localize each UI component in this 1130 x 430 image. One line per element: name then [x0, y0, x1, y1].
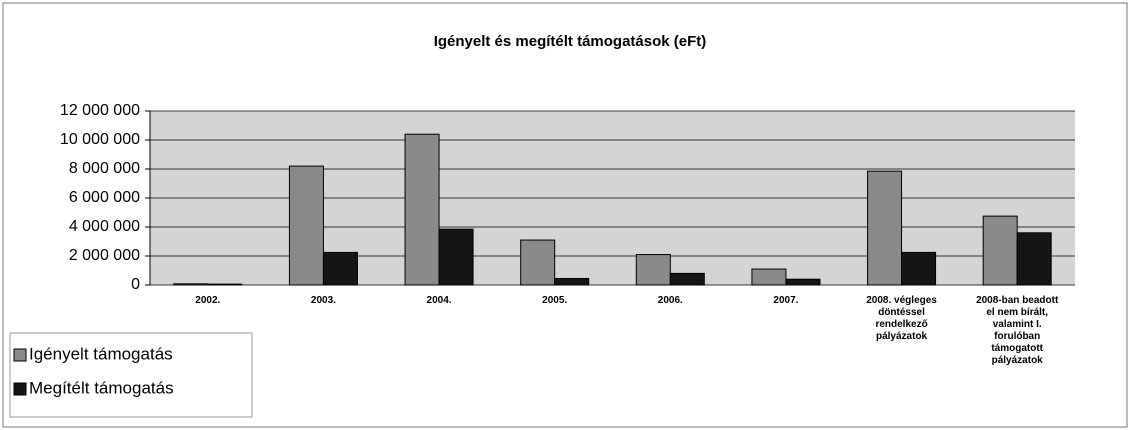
x-tick-label: 2006.	[657, 295, 683, 306]
bar	[635, 254, 671, 286]
x-tick-label: 2008. végleges döntéssel rendelkező pály…	[866, 295, 937, 342]
chart-title: Igényelt és megítélt támogatások (eFt)	[434, 33, 707, 50]
x-tick-label: 2005.	[542, 295, 568, 306]
bar	[554, 277, 590, 286]
bar	[288, 165, 324, 286]
bar	[173, 283, 209, 286]
legend-swatch	[13, 348, 27, 362]
bar	[322, 251, 358, 286]
bar	[867, 170, 903, 286]
bar	[785, 278, 821, 286]
y-tick-label: 0	[131, 276, 140, 293]
bar	[901, 251, 937, 286]
bar	[751, 268, 787, 286]
x-tick-label: 2003.	[310, 295, 336, 306]
y-tick-label: 8 000 000	[69, 160, 140, 177]
bar	[982, 215, 1018, 286]
legend-swatch	[13, 382, 27, 396]
legend-label: Megítélt támogatás	[29, 378, 174, 397]
y-tick-label: 2 000 000	[69, 247, 140, 264]
y-tick-label: 6 000 000	[69, 189, 140, 206]
x-tick-label: 2004.	[426, 295, 452, 306]
bar	[438, 228, 474, 286]
bar	[1016, 232, 1052, 286]
x-tick-label: 2007.	[773, 295, 799, 306]
bar	[404, 133, 440, 286]
y-tick-label: 10 000 000	[60, 131, 140, 148]
x-tick-label: 2008-ban beadott el nem bírált, valamint…	[976, 295, 1059, 366]
x-tick-label: 2002.	[195, 295, 221, 306]
bar	[669, 272, 705, 286]
y-tick-label: 4 000 000	[69, 218, 140, 235]
legend-box	[9, 332, 253, 418]
y-tick-label: 12 000 000	[60, 102, 140, 119]
bar	[520, 239, 556, 286]
bar	[207, 283, 243, 286]
legend-label: Igényelt támogatás	[29, 344, 173, 363]
